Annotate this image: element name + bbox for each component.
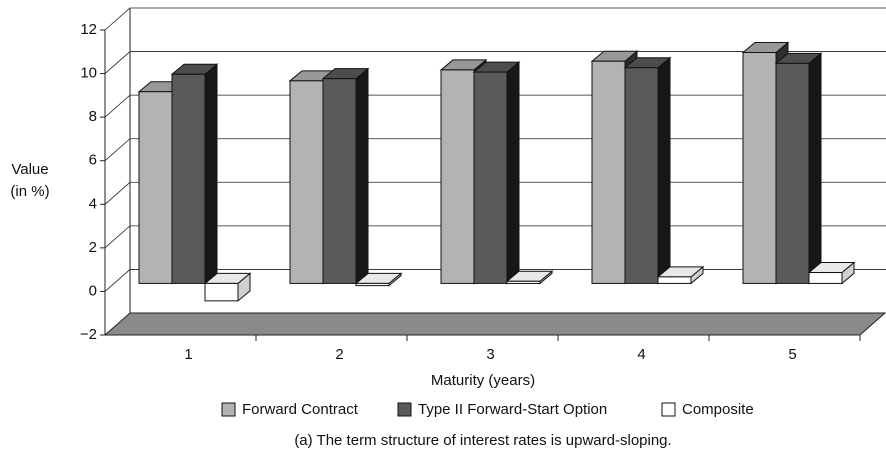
y-tick-label: 4 bbox=[89, 195, 97, 212]
x-tick-label: 2 bbox=[335, 346, 343, 363]
bar-side bbox=[355, 67, 369, 285]
bar bbox=[624, 67, 659, 284]
x-tick-label: 4 bbox=[637, 346, 645, 363]
bar bbox=[138, 91, 173, 284]
x-tick-label: 3 bbox=[486, 346, 494, 363]
y-tick-label: 10 bbox=[80, 65, 97, 82]
y-tick-label: 12 bbox=[80, 21, 97, 38]
bar bbox=[322, 78, 357, 284]
floor bbox=[103, 312, 886, 336]
bar bbox=[775, 62, 810, 284]
y-axis-title: (in %) bbox=[10, 183, 49, 200]
x-axis-title: Maturity (years) bbox=[431, 372, 535, 389]
bar-side bbox=[808, 52, 822, 285]
legend-label: Composite bbox=[682, 401, 754, 418]
x-tick-label: 5 bbox=[788, 346, 796, 363]
legend-swatch bbox=[397, 402, 412, 417]
bar bbox=[657, 276, 692, 284]
bar bbox=[506, 280, 541, 284]
y-tick-label: 8 bbox=[89, 108, 97, 125]
bar-side bbox=[657, 56, 671, 285]
bar bbox=[591, 60, 626, 284]
bar bbox=[808, 272, 843, 284]
bar bbox=[289, 80, 324, 284]
caption: (a) The term structure of interest rates… bbox=[294, 432, 671, 449]
y-axis-title: Value bbox=[11, 161, 48, 178]
legend-swatch bbox=[661, 402, 676, 417]
bar bbox=[171, 73, 206, 284]
y-tick-label: 2 bbox=[89, 239, 97, 256]
bar-side bbox=[204, 63, 218, 285]
bar bbox=[473, 71, 508, 284]
x-tick-label: 1 bbox=[184, 346, 192, 363]
bar bbox=[742, 52, 777, 284]
y-tick-label: 6 bbox=[89, 152, 97, 169]
bar bbox=[440, 69, 475, 284]
bar bbox=[204, 282, 239, 302]
y-tick-label: 0 bbox=[89, 282, 97, 299]
legend-label: Type II Forward-Start Option bbox=[418, 401, 607, 418]
bar bbox=[355, 282, 390, 287]
legend-label: Forward Contract bbox=[242, 401, 359, 418]
grid-line bbox=[104, 7, 886, 31]
bar-side bbox=[506, 61, 520, 285]
y-tick-label: −2 bbox=[80, 326, 97, 343]
legend-swatch bbox=[221, 402, 236, 417]
